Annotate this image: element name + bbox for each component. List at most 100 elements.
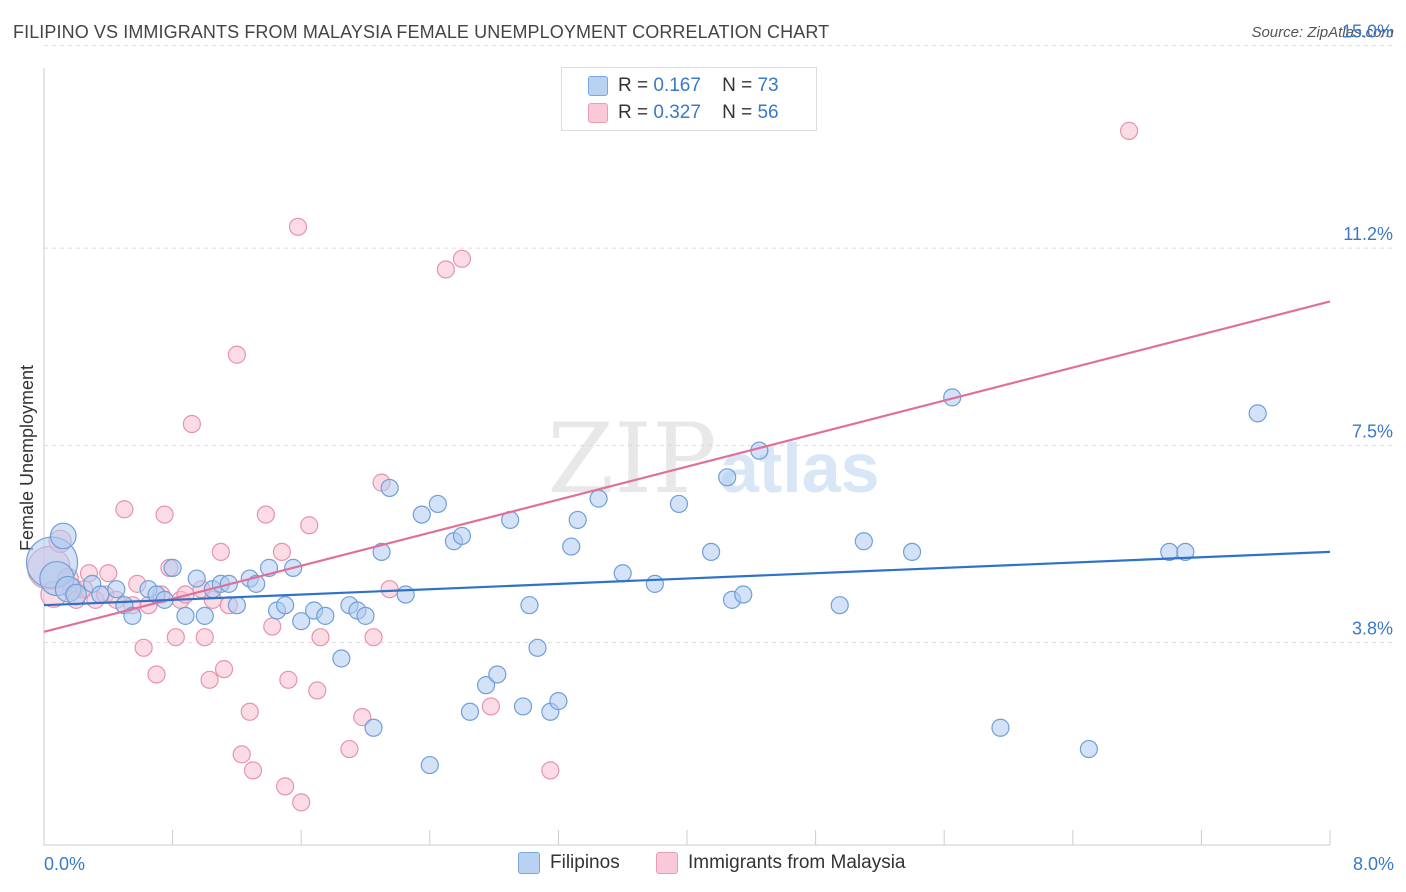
filipinos-point-25 [276,596,295,615]
malaysia-point-44 [308,681,327,700]
legend-n-label: N = [722,75,753,96]
watermark: ZIP atlas [547,403,879,515]
filipinos-point-53 [568,510,587,530]
legend-r-value: 0.167 [653,75,701,96]
legend-text-filipinos: R = 0.167 N = 73 [618,75,779,97]
filipinos-point-13 [163,558,182,577]
filipinos-point-35 [372,542,391,562]
trend-lines [43,300,1331,633]
malaysia-point-36 [256,505,275,524]
malaysia-point-52 [452,249,472,268]
filipinos-point-2 [49,522,77,550]
trend-line-filipinos [43,550,1331,607]
malaysia-point-43 [300,516,319,535]
watermark-atlas: atlas [720,429,880,507]
filipinos-point-36 [380,478,399,498]
malaysia-point-32 [227,345,246,364]
legend-r-value: 0.327 [653,102,701,123]
trend-line-malaysia [43,300,1331,633]
filipinos-point-56 [645,574,664,593]
correlation-legend: R = 0.167 N = 73 R = 0.327 N = 56 [561,67,817,131]
filipinos-point-71 [1248,404,1267,423]
malaysia-point-46 [340,739,359,759]
filipinos-point-67 [991,718,1010,737]
malaysia-point-48 [364,628,383,647]
filipinos-point-59 [718,468,737,487]
filipinos-point-29 [316,606,335,625]
malaysia-point-50 [380,580,399,599]
filipinos-point-6 [91,585,110,604]
filipinos-point-43 [460,702,480,721]
filipinos-point-7 [107,580,126,599]
legend-label-immigrants: Immigrants from Malaysia [688,852,906,873]
filipinos-point-47 [513,697,533,716]
filipinos-point-55 [613,564,632,583]
y-tick-label-0: 3.8% [1352,618,1393,638]
filipinos-point-68 [1079,739,1098,759]
source-label: Source: ZipAtlas.com [1251,24,1394,41]
filipinos-point-70 [1176,542,1195,562]
filipinos-point-22 [247,574,266,593]
filipinos-point-64 [854,532,873,551]
malaysia-point-19 [155,505,174,524]
legend-swatch-pink [588,103,608,123]
watermark-zip: ZIP [547,403,716,515]
filipinos-point-33 [356,606,375,625]
legend-r-label: R = [618,75,649,96]
malaysia-point-21 [166,628,185,647]
filipinos-point-30 [332,649,351,668]
x-tick-labels: 0.0% 8.0% [44,854,1394,874]
malaysia-point-37 [263,617,282,636]
malaysia-point-15 [134,638,153,657]
malaysia-point-33 [232,745,251,764]
malaysia-point-34 [240,702,259,721]
filipinos-point-61 [734,585,753,604]
filipinos-point-42 [452,526,472,546]
filipinos-point-44 [476,676,496,695]
malaysia-point-41 [288,217,308,236]
filipinos-point-14 [176,606,195,625]
malaysia-point-24 [182,414,201,434]
malaysia-point-12 [115,500,134,519]
series-legend: Filipinos Immigrants from Malaysia [0,852,1406,878]
malaysia-point-53 [481,697,500,716]
gridlines [44,45,1392,643]
y-tick-label-2: 11.2% [1343,224,1393,244]
malaysia-point-55 [1119,121,1139,141]
malaysia-point-29 [211,542,230,562]
malaysia-point-40 [279,670,298,689]
legend-label-filipinos: Filipinos [550,852,620,873]
filipinos-point-57 [669,494,689,514]
filipinos-point-20 [227,596,246,615]
x-tick-label-max: 8.0% [1353,854,1394,874]
filipinos-point-58 [702,542,721,562]
x-tick-label-min: 0.0% [44,854,85,874]
chart-title: FILIPINO VS IMMIGRANTS FROM MALAYSIA FEM… [13,22,830,42]
y-tick-labels: 3.8% 7.5% 11.2% 15.0% [1342,22,1393,639]
filipinos-point-54 [589,489,608,508]
malaysia-point-17 [147,665,166,684]
legend-swatch-immigrants [656,852,678,874]
legend-n-value: 73 [757,75,779,96]
legend-swatch-blue [588,76,608,96]
legend-item-filipinos[interactable]: Filipinos [518,852,620,874]
filipinos-point-48 [520,596,539,615]
filipinos-point-51 [549,692,568,711]
filipinos-point-52 [562,537,581,556]
legend-item-immigrants-from-malaysia[interactable]: Immigrants from Malaysia [656,852,906,874]
filipinos-point-15 [187,569,206,588]
filipinos-point-4 [65,583,87,606]
filipinos-point-34 [364,718,383,737]
filipinos-point-63 [830,596,849,615]
malaysia-point-26 [195,628,214,647]
malaysia-point-51 [436,260,455,279]
malaysia-point-35 [243,761,263,780]
malaysia-point-27 [200,670,219,689]
filipinos-point-49 [528,638,547,657]
filipinos-point-65 [902,542,922,562]
y-tick-label-3: 15.0% [1342,22,1393,42]
malaysia-point-10 [99,564,118,583]
legend-text-malaysia: R = 0.327 N = 56 [618,102,779,124]
malaysia-point-47 [353,708,372,727]
